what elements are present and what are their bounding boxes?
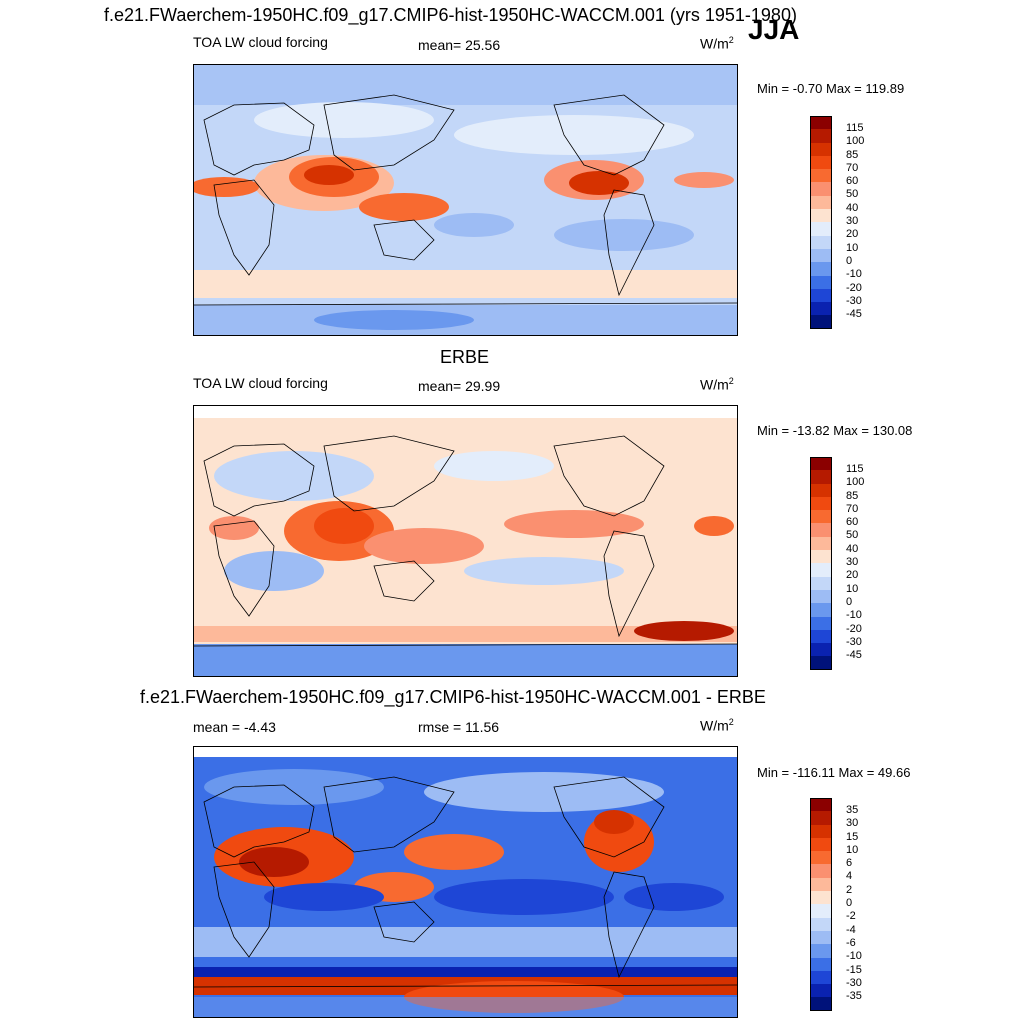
panel2-variable-label: TOA LW cloud forcing xyxy=(193,375,328,391)
panel1-mean-label: mean= 25.56 xyxy=(418,37,501,53)
panel2-map xyxy=(193,405,738,677)
panel3-mean-label: mean = -4.43 xyxy=(193,719,276,735)
panel3-rmse-label: rmse = 11.56 xyxy=(418,719,500,735)
panel1-colorbar xyxy=(810,116,832,329)
panel2-map-field xyxy=(194,406,737,676)
panel2-mean-label: mean= 29.99 xyxy=(418,378,501,394)
panel3-units-label: W/m2 xyxy=(700,717,734,734)
panel3-title: f.e21.FWaerchem-1950HC.f09_g17.CMIP6-his… xyxy=(140,687,766,707)
panel1-units-label: W/m2 xyxy=(700,35,734,52)
figure-title: f.e21.FWaerchem-1950HC.f09_g17.CMIP6-his… xyxy=(104,5,797,25)
panel3-map xyxy=(193,746,738,1018)
panel3-map-field xyxy=(194,747,737,1017)
panel1-minmax-label: Min = -0.70 Max = 119.89 xyxy=(757,81,905,96)
season-label: JJA xyxy=(748,14,800,45)
panel2-colorbar-ticks: 115 100 85 70 60 50 40 30 20 10 0 -10 -20 -30 -45 xyxy=(846,463,865,662)
panel1-map-field xyxy=(194,65,737,335)
panel3-colorbar-ticks: 35 30 15 10 6 4 2 0 -2 -4 -6 -10 -15 -30 -35 xyxy=(846,804,862,1003)
panel3-colorbar xyxy=(810,798,832,1011)
panel1-variable-label: TOA LW cloud forcing xyxy=(193,34,328,50)
panel2-units-label: W/m2 xyxy=(700,376,734,393)
panel2-title: ERBE xyxy=(440,347,490,367)
panel1-map xyxy=(193,64,738,336)
panel1-colorbar-ticks: 115 100 85 70 60 50 40 30 20 10 0 -10 -20 -30 -45 xyxy=(846,122,865,321)
panel3-minmax-label: Min = -116.11 Max = 49.66 xyxy=(757,765,911,780)
panel2-minmax-label: Min = -13.82 Max = 130.08 xyxy=(757,423,913,438)
panel2-colorbar xyxy=(810,457,832,670)
